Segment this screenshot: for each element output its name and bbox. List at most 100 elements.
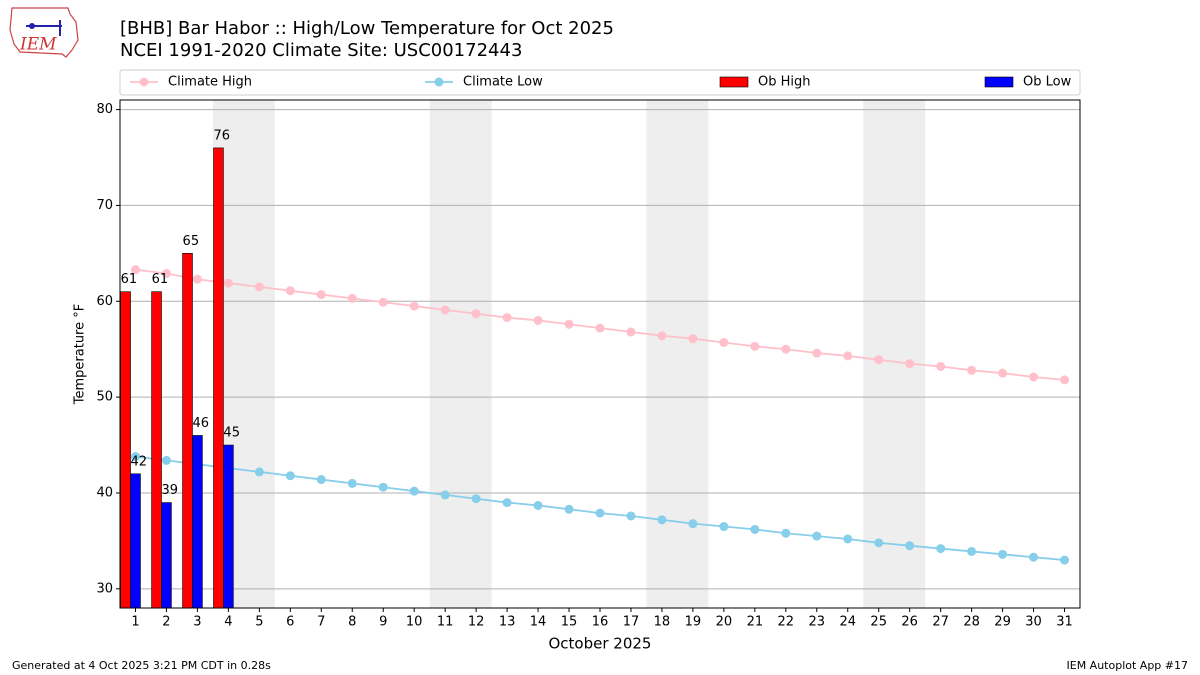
legend-label: Ob High <box>758 75 811 90</box>
footer-left: Generated at 4 Oct 2025 3:21 PM CDT in 0… <box>12 659 271 672</box>
line-marker <box>502 498 512 508</box>
x-tick-label: 30 <box>1025 615 1042 630</box>
bar <box>182 253 193 609</box>
legend-box <box>119 69 1081 96</box>
logo-text: IEM <box>19 35 57 55</box>
footer-right: IEM Autoplot App #17 <box>1067 659 1189 672</box>
weekend-shade <box>429 100 492 608</box>
bar <box>223 444 234 609</box>
legend-marker <box>139 77 149 87</box>
x-tick-label: 16 <box>592 615 609 630</box>
line-marker <box>254 467 264 477</box>
x-axis-label: October 2025 <box>549 635 652 653</box>
line-marker <box>626 511 636 521</box>
line-marker <box>440 305 450 315</box>
x-tick-label: 21 <box>747 615 764 630</box>
line-marker <box>440 490 450 500</box>
line-marker <box>936 544 946 554</box>
y-axis-label: Temperature °F <box>73 304 88 405</box>
line-marker <box>471 309 481 319</box>
line-marker <box>533 500 543 510</box>
line-marker <box>750 341 760 351</box>
x-tick-label: 18 <box>654 615 671 630</box>
x-tick-label: 25 <box>870 615 887 630</box>
x-tick-label: 8 <box>348 615 356 630</box>
y-tick-label: 30 <box>96 581 113 596</box>
legend-label: Climate High <box>168 75 252 90</box>
line-marker <box>409 486 419 496</box>
x-tick-label: 4 <box>224 615 232 630</box>
line-marker <box>750 524 760 534</box>
bar <box>161 502 172 609</box>
line-marker <box>1060 555 1070 565</box>
value-label: 65 <box>183 234 200 249</box>
line-marker <box>285 286 295 296</box>
x-tick-label: 17 <box>623 615 640 630</box>
legend-label: Climate Low <box>463 75 543 90</box>
x-tick-label: 20 <box>716 615 733 630</box>
y-tick-label: 40 <box>96 485 113 500</box>
line-marker <box>936 361 946 371</box>
line-marker <box>347 293 357 303</box>
line-marker <box>874 538 884 548</box>
line-marker <box>1060 375 1070 385</box>
line-marker <box>843 351 853 361</box>
x-tick-label: 1 <box>131 615 139 630</box>
line-marker <box>595 508 605 518</box>
x-tick-label: 22 <box>778 615 795 630</box>
y-tick-label: 50 <box>96 390 113 405</box>
line-marker <box>1029 372 1039 382</box>
x-tick-label: 28 <box>963 615 980 630</box>
line-marker <box>781 528 791 538</box>
line-marker <box>812 531 822 541</box>
x-tick-label: 15 <box>561 615 578 630</box>
line-marker <box>688 519 698 529</box>
y-tick-label: 60 <box>96 294 113 309</box>
line-marker <box>316 290 326 300</box>
x-tick-label: 24 <box>839 615 856 630</box>
line-marker <box>781 344 791 354</box>
line-marker <box>905 359 915 369</box>
x-tick-label: 13 <box>499 615 516 630</box>
x-tick-label: 10 <box>406 615 423 630</box>
plot-frame <box>119 99 1081 609</box>
x-tick-label: 23 <box>809 615 826 630</box>
bar <box>192 435 203 609</box>
bar <box>213 147 224 609</box>
line-marker <box>285 471 295 481</box>
bar <box>151 291 162 609</box>
bar <box>130 473 141 609</box>
x-tick-label: 2 <box>162 615 170 630</box>
x-tick-label: 14 <box>530 615 547 630</box>
logo: IEM <box>9 7 79 58</box>
value-label: 39 <box>161 483 178 498</box>
y-tick-label: 80 <box>96 102 113 117</box>
x-tick-label: 6 <box>286 615 294 630</box>
line-marker <box>905 541 915 551</box>
line-marker <box>998 368 1008 378</box>
line-marker <box>719 337 729 347</box>
line-marker <box>564 319 574 329</box>
line-marker <box>130 265 140 275</box>
x-tick-label: 7 <box>317 615 325 630</box>
x-tick-label: 12 <box>468 615 485 630</box>
weekend-shade <box>863 100 926 608</box>
line-marker <box>378 297 388 307</box>
line-marker <box>874 355 884 365</box>
line-marker <box>657 515 667 525</box>
line-marker <box>626 327 636 337</box>
line-marker <box>967 365 977 375</box>
line-marker <box>254 282 264 292</box>
line-marker <box>471 494 481 504</box>
line-marker <box>843 534 853 544</box>
line-marker <box>223 278 233 288</box>
x-tick-label: 27 <box>932 615 949 630</box>
line-marker <box>378 482 388 492</box>
value-label: 42 <box>131 454 148 469</box>
chart-title: [BHB] Bar Habor :: High/Low Temperature … <box>120 18 614 39</box>
line-marker <box>316 475 326 485</box>
x-tick-label: 5 <box>255 615 263 630</box>
line-marker <box>130 452 140 462</box>
line-marker <box>595 323 605 333</box>
